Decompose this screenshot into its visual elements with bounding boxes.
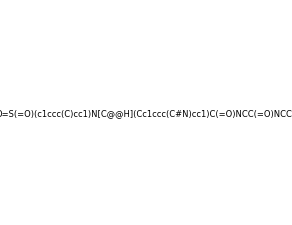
Text: O=S(=O)(c1ccc(C)cc1)N[C@@H](Cc1ccc(C#N)cc1)C(=O)NCC(=O)NCCCC: O=S(=O)(c1ccc(C)cc1)N[C@@H](Cc1ccc(C#N)c…	[0, 109, 292, 118]
